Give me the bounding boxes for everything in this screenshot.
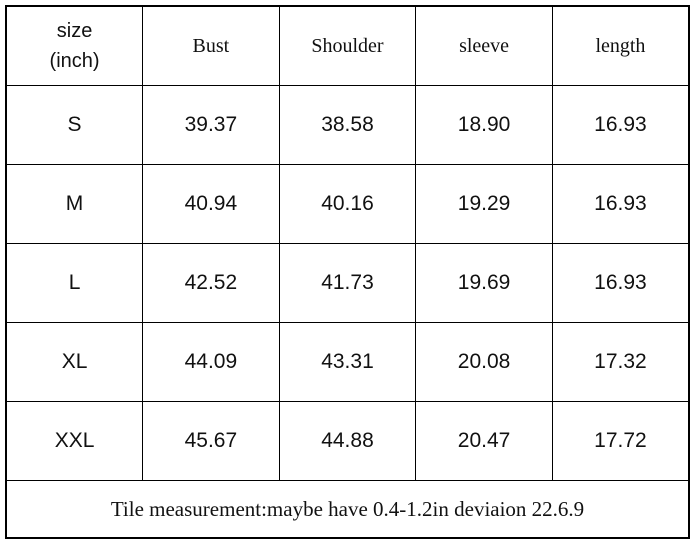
table-row: M 40.94 40.16 19.29 16.93 (5, 164, 690, 244)
table-cell: 17.32 (551, 322, 690, 402)
table-cell: 38.58 (278, 85, 417, 165)
table-cell: 42.52 (142, 243, 280, 323)
table-cell: 40.16 (278, 164, 417, 244)
table-row: S 39.37 38.58 18.90 16.93 (5, 85, 690, 165)
table-row: L 42.52 41.73 19.69 16.93 (5, 243, 690, 323)
table-cell: 45.67 (142, 401, 280, 481)
table-cell: M (5, 164, 144, 244)
table-cell: 16.93 (551, 243, 690, 323)
table-cell: 44.88 (278, 401, 417, 481)
table-cell: 19.29 (415, 164, 553, 244)
header-cell: length (551, 5, 690, 86)
table-cell: 17.72 (551, 401, 690, 481)
header-cell: Shoulder (278, 5, 417, 86)
table-cell: 20.08 (415, 322, 553, 402)
size-table: size (inch) Bust Shoulder sleeve length S 39.3… (5, 5, 690, 539)
table-row: XXL 45.67 44.88 20.47 17.72 (5, 401, 690, 481)
header-row: size (inch) Bust Shoulder sleeve length (5, 5, 690, 86)
table-cell: 40.94 (142, 164, 280, 244)
table-cell: 18.90 (415, 85, 553, 165)
table-cell: XXL (5, 401, 144, 481)
table-cell: S (5, 85, 144, 165)
table-cell: 20.47 (415, 401, 553, 481)
header-cell: size (inch) (5, 5, 144, 86)
table-cell: 19.69 (415, 243, 553, 323)
table-cell: 16.93 (551, 164, 690, 244)
header-cell: Bust (142, 5, 280, 86)
table-body: size (inch) Bust Shoulder sleeve length S 39.3… (5, 5, 690, 539)
table-row: XL 44.09 43.31 20.08 17.32 (5, 322, 690, 402)
table-cell: XL (5, 322, 144, 402)
table-cell: 16.93 (551, 85, 690, 165)
footer-row: Tile measurement:maybe have 0.4-1.2in de… (5, 480, 690, 539)
table-cell: 44.09 (142, 322, 280, 402)
table-cell: 39.37 (142, 85, 280, 165)
table-cell: 41.73 (278, 243, 417, 323)
table-cell: 43.31 (278, 322, 417, 402)
footer-note: Tile measurement:maybe have 0.4-1.2in de… (5, 480, 690, 539)
header-cell: sleeve (415, 5, 553, 86)
table-cell: L (5, 243, 144, 323)
